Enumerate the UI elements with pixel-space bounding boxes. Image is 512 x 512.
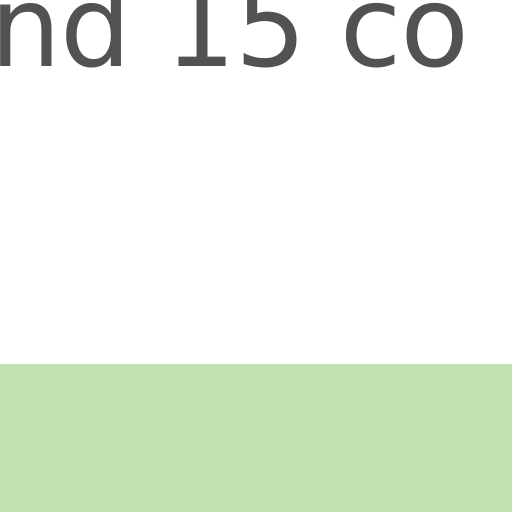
cropped-heading-text: nd 15 co [0,0,469,93]
green-highlight-band [0,364,512,512]
